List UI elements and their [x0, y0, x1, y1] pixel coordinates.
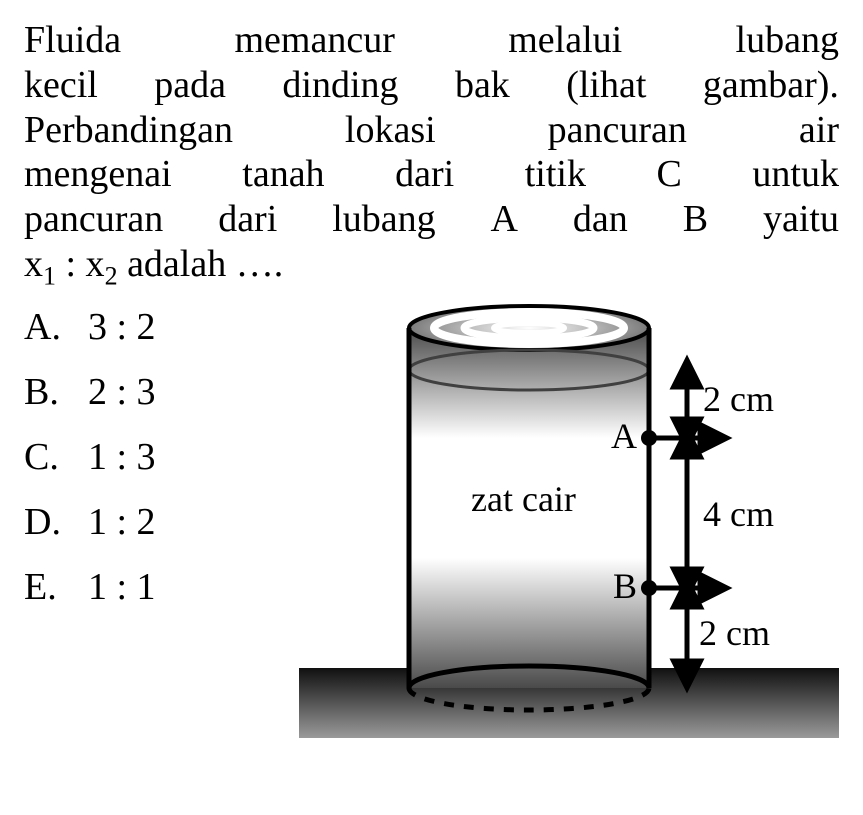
option-label: D.	[24, 493, 70, 552]
q-w: pancuran	[24, 197, 163, 242]
q-w: untuk	[752, 152, 839, 197]
point-a-label: A	[611, 415, 637, 457]
dim-top-label: 2 cm	[703, 378, 774, 420]
option-value: 3 : 2	[88, 298, 156, 357]
q-w: Perbandingan	[24, 108, 233, 153]
q-w: (lihat	[566, 63, 646, 108]
option-c: C. 1 : 3	[24, 428, 299, 487]
q-w: lubang	[736, 18, 839, 63]
option-value: 1 : 1	[88, 558, 156, 617]
option-value: 1 : 3	[88, 428, 156, 487]
option-e: E. 1 : 1	[24, 558, 299, 617]
q-w: mengenai	[24, 152, 172, 197]
q-post: adalah ….	[118, 243, 284, 285]
q-mid: : x	[56, 243, 105, 285]
option-label: E.	[24, 558, 70, 617]
q-w: titik	[525, 152, 586, 197]
point-b-label: B	[613, 565, 637, 607]
options-list: A. 3 : 2 B. 2 : 3 C. 1 : 3 D. 1 : 2 E. 1…	[24, 298, 299, 758]
q-w: pancuran	[548, 108, 687, 153]
option-value: 2 : 3	[88, 363, 156, 422]
q-w: dari	[218, 197, 277, 242]
q-w: air	[799, 108, 839, 153]
q-sub1: 1	[43, 262, 56, 291]
q-w: Fluida	[24, 18, 121, 63]
q-w: C	[657, 152, 682, 197]
q-w: dari	[395, 152, 454, 197]
q-w: bak	[455, 63, 510, 108]
q-w: yaitu	[763, 197, 839, 242]
q-w: memancur	[234, 18, 394, 63]
question-line6: x1 : x2 adalah ….	[24, 242, 839, 292]
option-b: B. 2 : 3	[24, 363, 299, 422]
option-label: A.	[24, 298, 70, 357]
dim-bot-label: 2 cm	[699, 612, 770, 654]
q-w: A	[491, 197, 518, 242]
q-w: gambar).	[703, 63, 839, 108]
q-w: tanah	[242, 152, 324, 197]
q-w: pada	[154, 63, 226, 108]
dim-mid-label: 4 cm	[703, 493, 774, 535]
option-d: D. 1 : 2	[24, 493, 299, 552]
option-label: B.	[24, 363, 70, 422]
tank-diagram: zat cair A B 2 cm 4 cm 2 cm	[299, 298, 839, 758]
q-x: x	[24, 243, 43, 285]
q-sub2: 2	[105, 262, 118, 291]
q-w: B	[683, 197, 708, 242]
option-label: C.	[24, 428, 70, 487]
q-w: lokasi	[345, 108, 436, 153]
option-a: A. 3 : 2	[24, 298, 299, 357]
option-value: 1 : 2	[88, 493, 156, 552]
q-w: kecil	[24, 63, 98, 108]
q-w: dan	[573, 197, 628, 242]
q-w: lubang	[332, 197, 435, 242]
question-text: Fluida memancur melalui lubang kecil pad…	[24, 18, 839, 292]
q-w: melalui	[508, 18, 622, 63]
liquid-label: zat cair	[471, 478, 576, 520]
q-w: dinding	[282, 63, 398, 108]
